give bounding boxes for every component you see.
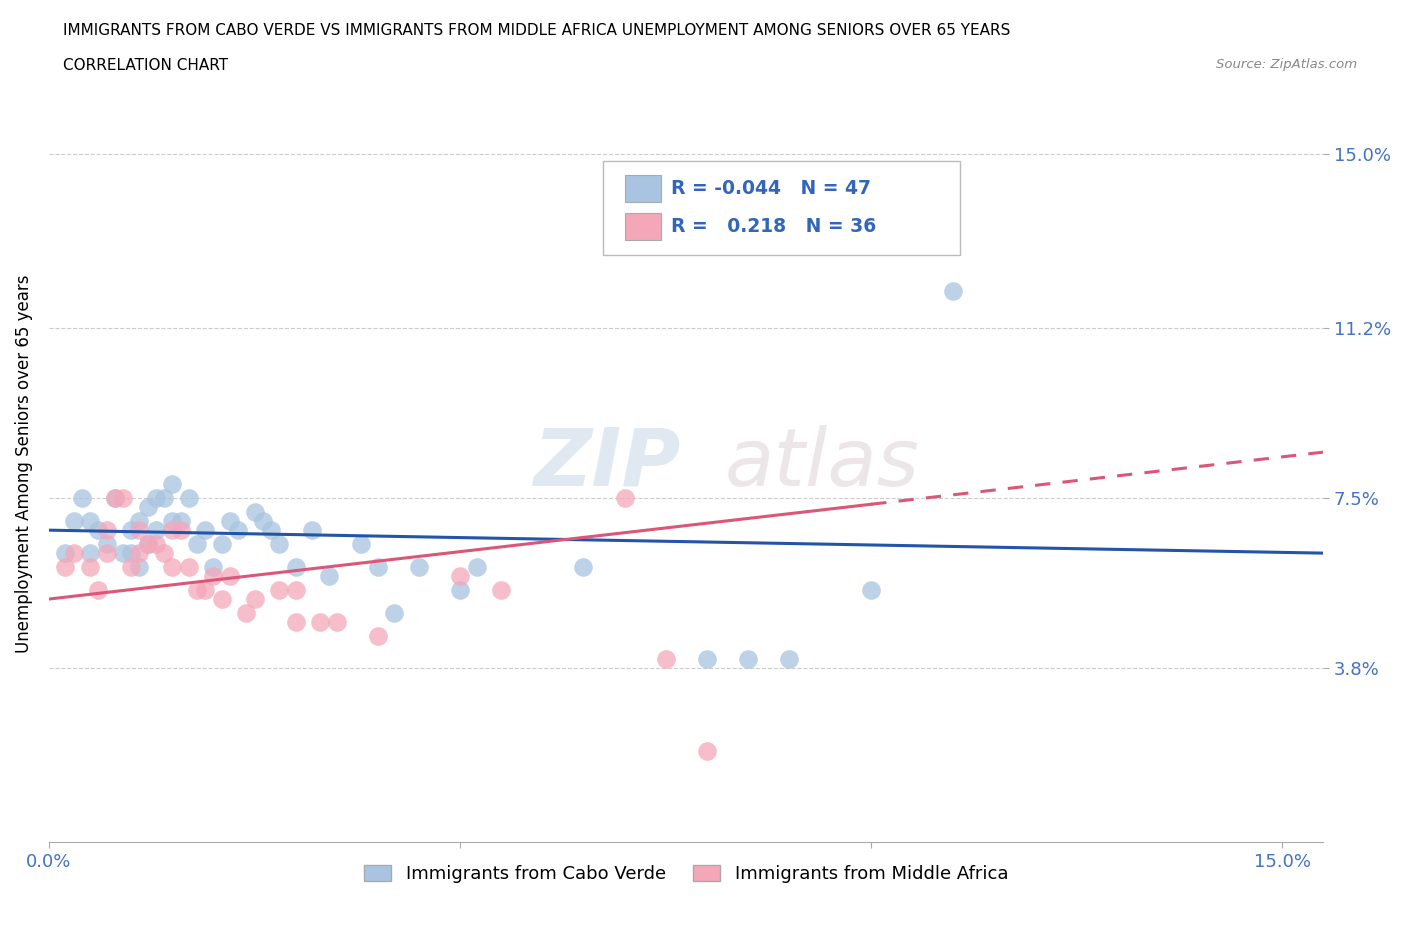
- Immigrants from Cabo Verde: [226, 523, 249, 538]
- Immigrants from Cabo Verde: [449, 582, 471, 597]
- Text: atlas: atlas: [724, 425, 920, 502]
- Immigrants from Middle Africa: [613, 491, 636, 506]
- FancyBboxPatch shape: [603, 161, 960, 255]
- Immigrants from Cabo Verde: [252, 513, 274, 528]
- Immigrants from Cabo Verde: [153, 491, 176, 506]
- Text: Source: ZipAtlas.com: Source: ZipAtlas.com: [1216, 58, 1357, 71]
- Immigrants from Cabo Verde: [162, 477, 184, 492]
- Immigrants from Middle Africa: [96, 523, 118, 538]
- Immigrants from Cabo Verde: [301, 523, 323, 538]
- Immigrants from Cabo Verde: [70, 491, 93, 506]
- Immigrants from Middle Africa: [128, 523, 150, 538]
- Immigrants from Middle Africa: [153, 546, 176, 561]
- Immigrants from Cabo Verde: [350, 537, 373, 551]
- Immigrants from Cabo Verde: [318, 568, 340, 583]
- Immigrants from Cabo Verde: [79, 546, 101, 561]
- Bar: [626, 213, 661, 240]
- Immigrants from Middle Africa: [55, 560, 77, 575]
- Immigrants from Cabo Verde: [465, 560, 488, 575]
- Immigrants from Cabo Verde: [269, 537, 291, 551]
- Immigrants from Middle Africa: [177, 560, 200, 575]
- Immigrants from Middle Africa: [104, 491, 127, 506]
- Immigrants from Cabo Verde: [62, 513, 84, 528]
- Immigrants from Cabo Verde: [942, 284, 965, 299]
- Immigrants from Cabo Verde: [737, 651, 759, 666]
- Immigrants from Middle Africa: [62, 546, 84, 561]
- Immigrants from Cabo Verde: [169, 513, 191, 528]
- Immigrants from Cabo Verde: [162, 513, 184, 528]
- Immigrants from Middle Africa: [326, 615, 349, 630]
- Immigrants from Middle Africa: [186, 582, 208, 597]
- Immigrants from Cabo Verde: [120, 523, 142, 538]
- Bar: [626, 175, 661, 202]
- Immigrants from Middle Africa: [284, 582, 307, 597]
- Immigrants from Cabo Verde: [778, 651, 800, 666]
- Immigrants from Cabo Verde: [243, 504, 266, 519]
- Immigrants from Middle Africa: [111, 491, 134, 506]
- Immigrants from Middle Africa: [243, 591, 266, 606]
- Immigrants from Middle Africa: [96, 546, 118, 561]
- Immigrants from Middle Africa: [194, 582, 217, 597]
- Immigrants from Middle Africa: [136, 537, 159, 551]
- Immigrants from Cabo Verde: [104, 491, 127, 506]
- Immigrants from Middle Africa: [235, 605, 257, 620]
- Text: R = -0.044   N = 47: R = -0.044 N = 47: [671, 179, 870, 198]
- Immigrants from Middle Africa: [218, 568, 240, 583]
- Immigrants from Middle Africa: [696, 743, 718, 758]
- Immigrants from Cabo Verde: [136, 537, 159, 551]
- Immigrants from Middle Africa: [79, 560, 101, 575]
- Immigrants from Middle Africa: [211, 591, 233, 606]
- Immigrants from Middle Africa: [162, 560, 184, 575]
- Immigrants from Middle Africa: [169, 523, 191, 538]
- Immigrants from Cabo Verde: [136, 499, 159, 514]
- Immigrants from Cabo Verde: [367, 560, 389, 575]
- Immigrants from Cabo Verde: [408, 560, 430, 575]
- Immigrants from Cabo Verde: [284, 560, 307, 575]
- Immigrants from Cabo Verde: [696, 651, 718, 666]
- Immigrants from Cabo Verde: [145, 523, 167, 538]
- Immigrants from Middle Africa: [128, 546, 150, 561]
- Immigrants from Cabo Verde: [382, 605, 405, 620]
- Immigrants from Cabo Verde: [87, 523, 110, 538]
- Immigrants from Middle Africa: [87, 582, 110, 597]
- Immigrants from Cabo Verde: [202, 560, 225, 575]
- Immigrants from Middle Africa: [449, 568, 471, 583]
- Immigrants from Cabo Verde: [128, 560, 150, 575]
- Immigrants from Cabo Verde: [120, 546, 142, 561]
- Immigrants from Cabo Verde: [860, 582, 883, 597]
- Immigrants from Cabo Verde: [128, 513, 150, 528]
- Immigrants from Cabo Verde: [218, 513, 240, 528]
- Immigrants from Cabo Verde: [96, 537, 118, 551]
- Immigrants from Middle Africa: [202, 568, 225, 583]
- Text: CORRELATION CHART: CORRELATION CHART: [63, 58, 228, 73]
- Immigrants from Middle Africa: [162, 523, 184, 538]
- Immigrants from Middle Africa: [284, 615, 307, 630]
- Immigrants from Cabo Verde: [186, 537, 208, 551]
- Immigrants from Middle Africa: [269, 582, 291, 597]
- Immigrants from Middle Africa: [654, 651, 676, 666]
- Text: R =   0.218   N = 36: R = 0.218 N = 36: [671, 217, 876, 236]
- Immigrants from Cabo Verde: [260, 523, 283, 538]
- Immigrants from Cabo Verde: [55, 546, 77, 561]
- Immigrants from Middle Africa: [120, 560, 142, 575]
- Immigrants from Middle Africa: [309, 615, 332, 630]
- Immigrants from Cabo Verde: [111, 546, 134, 561]
- Legend: Immigrants from Cabo Verde, Immigrants from Middle Africa: Immigrants from Cabo Verde, Immigrants f…: [357, 857, 1015, 890]
- Immigrants from Cabo Verde: [145, 491, 167, 506]
- Immigrants from Middle Africa: [489, 582, 512, 597]
- Text: IMMIGRANTS FROM CABO VERDE VS IMMIGRANTS FROM MIDDLE AFRICA UNEMPLOYMENT AMONG S: IMMIGRANTS FROM CABO VERDE VS IMMIGRANTS…: [63, 23, 1011, 38]
- Immigrants from Cabo Verde: [572, 560, 595, 575]
- Immigrants from Middle Africa: [367, 629, 389, 644]
- Immigrants from Cabo Verde: [79, 513, 101, 528]
- Immigrants from Cabo Verde: [194, 523, 217, 538]
- Y-axis label: Unemployment Among Seniors over 65 years: Unemployment Among Seniors over 65 years: [15, 274, 32, 653]
- Immigrants from Cabo Verde: [211, 537, 233, 551]
- Text: ZIP: ZIP: [533, 425, 681, 502]
- Immigrants from Cabo Verde: [177, 491, 200, 506]
- Immigrants from Middle Africa: [145, 537, 167, 551]
